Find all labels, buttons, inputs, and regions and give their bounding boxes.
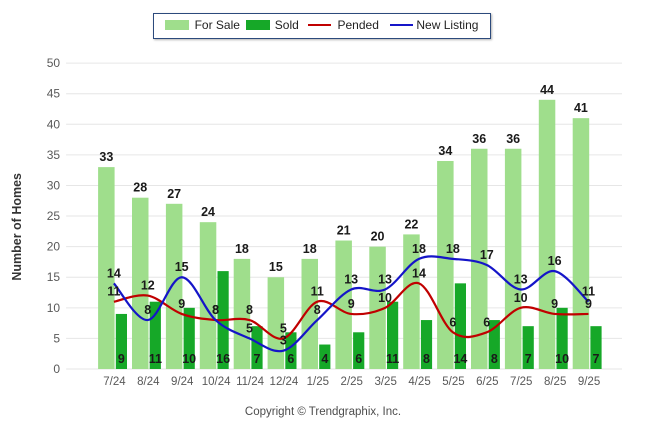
- svg-text:11: 11: [149, 352, 162, 366]
- svg-text:27: 27: [167, 187, 181, 201]
- svg-text:21: 21: [337, 224, 351, 238]
- svg-text:2/25: 2/25: [341, 376, 363, 388]
- svg-text:15: 15: [47, 270, 61, 284]
- svg-text:8: 8: [212, 303, 219, 317]
- svg-text:7: 7: [254, 352, 261, 366]
- svg-text:36: 36: [472, 132, 486, 146]
- svg-text:10: 10: [182, 352, 196, 366]
- svg-text:15: 15: [269, 260, 283, 274]
- svg-text:10: 10: [378, 291, 392, 305]
- svg-text:41: 41: [574, 101, 588, 115]
- svg-text:13: 13: [378, 272, 392, 286]
- svg-text:40: 40: [47, 117, 61, 131]
- svg-text:7/24: 7/24: [103, 376, 126, 388]
- svg-text:15: 15: [175, 260, 189, 274]
- svg-text:7/25: 7/25: [510, 376, 532, 388]
- svg-text:8: 8: [423, 352, 430, 366]
- svg-text:18: 18: [412, 242, 426, 256]
- svg-text:11: 11: [107, 285, 120, 299]
- svg-text:11: 11: [311, 285, 324, 299]
- svg-text:14: 14: [412, 266, 426, 280]
- svg-text:44: 44: [540, 83, 554, 97]
- svg-text:5: 5: [246, 321, 253, 335]
- svg-text:9/25: 9/25: [578, 376, 600, 388]
- svg-text:6/25: 6/25: [476, 376, 498, 388]
- svg-text:11/24: 11/24: [236, 376, 265, 388]
- svg-text:9: 9: [551, 297, 558, 311]
- svg-text:25: 25: [47, 209, 61, 223]
- svg-text:30: 30: [47, 178, 61, 192]
- svg-text:3: 3: [280, 334, 287, 348]
- svg-text:9: 9: [348, 297, 355, 311]
- svg-text:9/24: 9/24: [171, 376, 194, 388]
- svg-text:17: 17: [480, 248, 494, 262]
- svg-text:13: 13: [344, 272, 358, 286]
- svg-text:6: 6: [355, 352, 362, 366]
- svg-text:20: 20: [47, 240, 61, 254]
- svg-text:33: 33: [99, 150, 113, 164]
- svg-text:50: 50: [47, 56, 61, 70]
- svg-text:18: 18: [303, 242, 317, 256]
- svg-text:6: 6: [449, 315, 456, 329]
- svg-text:10: 10: [47, 301, 61, 315]
- svg-text:18: 18: [446, 242, 460, 256]
- svg-text:14: 14: [453, 352, 467, 366]
- svg-text:13: 13: [514, 272, 528, 286]
- svg-text:22: 22: [404, 217, 418, 231]
- svg-text:12: 12: [141, 279, 155, 293]
- svg-text:35: 35: [47, 148, 61, 162]
- svg-text:36: 36: [506, 132, 520, 146]
- svg-text:10/24: 10/24: [202, 376, 231, 388]
- svg-text:9: 9: [178, 297, 185, 311]
- svg-text:3/25: 3/25: [374, 376, 396, 388]
- svg-text:8: 8: [491, 352, 498, 366]
- svg-text:8/25: 8/25: [544, 376, 566, 388]
- svg-text:8: 8: [144, 303, 151, 317]
- svg-text:8: 8: [314, 303, 321, 317]
- svg-text:8: 8: [246, 303, 253, 317]
- svg-text:4: 4: [321, 352, 328, 366]
- svg-text:9: 9: [118, 352, 125, 366]
- svg-text:1/25: 1/25: [307, 376, 329, 388]
- svg-text:11: 11: [386, 352, 399, 366]
- svg-text:16: 16: [216, 352, 230, 366]
- svg-text:10: 10: [555, 352, 569, 366]
- svg-text:7: 7: [525, 352, 532, 366]
- svg-text:12/24: 12/24: [270, 376, 299, 388]
- svg-text:18: 18: [235, 242, 249, 256]
- svg-text:28: 28: [133, 181, 147, 195]
- svg-text:10: 10: [514, 291, 528, 305]
- svg-text:6: 6: [483, 315, 490, 329]
- svg-text:8/24: 8/24: [137, 376, 160, 388]
- svg-text:7: 7: [593, 352, 600, 366]
- svg-text:5/25: 5/25: [442, 376, 464, 388]
- svg-text:34: 34: [438, 144, 452, 158]
- svg-text:0: 0: [53, 362, 60, 376]
- svg-text:11: 11: [582, 285, 595, 299]
- svg-text:45: 45: [47, 87, 61, 101]
- svg-text:24: 24: [201, 205, 215, 219]
- svg-text:20: 20: [371, 230, 385, 244]
- svg-text:6: 6: [287, 352, 294, 366]
- svg-text:9: 9: [585, 297, 592, 311]
- svg-text:14: 14: [107, 266, 121, 280]
- svg-text:16: 16: [548, 254, 562, 268]
- svg-text:4/25: 4/25: [408, 376, 430, 388]
- svg-text:5: 5: [53, 331, 60, 345]
